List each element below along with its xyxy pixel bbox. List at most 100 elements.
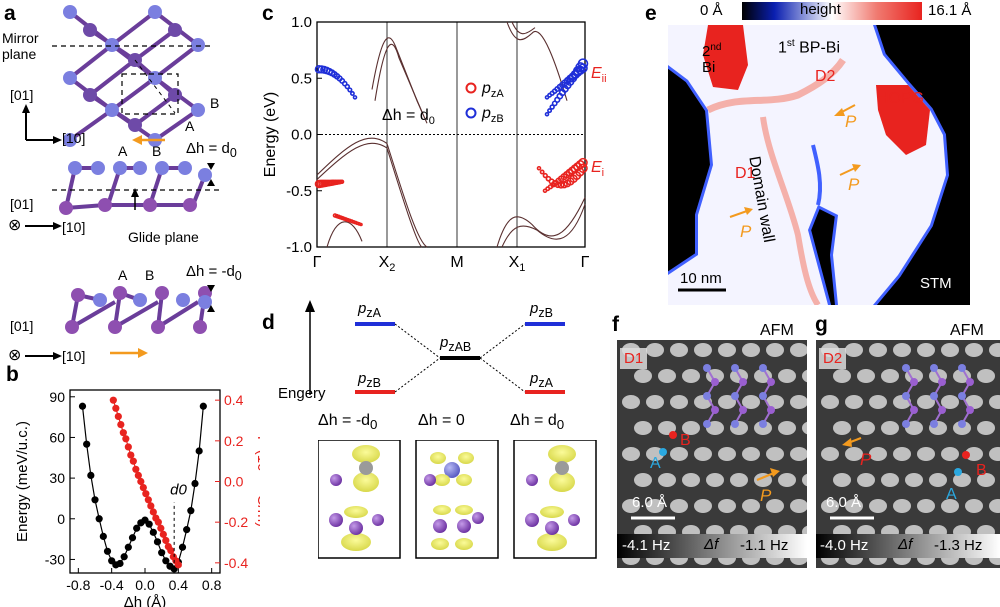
- y-tick-label: 30: [49, 470, 65, 486]
- dir-01-top: [01]: [10, 87, 34, 103]
- afm-spot: [881, 473, 899, 487]
- afm-spot: [766, 499, 784, 513]
- x-tick-label: X2: [379, 254, 396, 274]
- afm-spot: [821, 499, 839, 513]
- data-point: [117, 420, 125, 429]
- data-point: [112, 404, 120, 412]
- box1-text: Δh = -d: [318, 412, 371, 429]
- afm-spot: [833, 421, 851, 435]
- data-point: [83, 440, 91, 448]
- data-point: [137, 477, 145, 486]
- panel-a-label: a: [4, 2, 16, 25]
- atom-a-side1: A: [118, 143, 128, 159]
- band-line: [506, 21, 568, 101]
- pza-right-label: pzA: [530, 370, 553, 390]
- afm-spot: [646, 395, 664, 409]
- dir-10-top: [10]: [62, 130, 86, 146]
- atom-a-f: A: [650, 455, 661, 472]
- afm-spot: [742, 395, 760, 409]
- overlay-atom: [958, 420, 966, 428]
- band-line: [326, 221, 363, 248]
- y2-axis-label: P (10⁻¹⁰ C/m): [254, 436, 260, 527]
- afm-spot: [881, 421, 899, 435]
- mirror-text: Mirror: [2, 30, 39, 46]
- y2-tick-label: 0.0: [224, 474, 244, 490]
- afm-spot: [989, 447, 1000, 461]
- stm-image: [668, 25, 970, 305]
- data-point: [95, 515, 103, 523]
- afm-spot: [790, 343, 807, 357]
- afm-spot: [790, 447, 807, 461]
- data-point: [99, 532, 107, 540]
- pzab-sub: zAB: [448, 340, 472, 354]
- data-point: [147, 502, 155, 510]
- afm-spot: [917, 395, 935, 409]
- afm-spot: [670, 395, 688, 409]
- afm-spot: [941, 447, 959, 461]
- df-f: Δf: [704, 536, 719, 553]
- box1-sub: 0: [370, 417, 378, 433]
- afm-spot: [622, 395, 640, 409]
- legend-pzb-text: pzB: [481, 105, 504, 125]
- x-tick-sub: 1: [519, 262, 525, 274]
- data-point: [191, 479, 199, 488]
- y-tick-label: 0.0: [291, 127, 312, 144]
- data-point: [109, 396, 117, 404]
- y-tick-label: 90: [49, 389, 65, 405]
- afm-spot: [766, 395, 784, 409]
- data-point: [195, 447, 203, 455]
- height-max: 16.1 Å: [928, 2, 972, 19]
- side-view-negative: ⊗: [8, 285, 215, 364]
- eii-label: Eii: [591, 65, 607, 85]
- data-point: [159, 530, 167, 538]
- svg-text:⊗: ⊗: [8, 217, 21, 234]
- data-point: [162, 557, 170, 565]
- pzA-point: [542, 172, 548, 179]
- afm-spot: [893, 447, 911, 461]
- d0-annotation: d0: [170, 481, 187, 498]
- band-line: [496, 197, 586, 248]
- afm-spot: [694, 447, 712, 461]
- afm-spot: [869, 499, 887, 513]
- overlay-atom: [767, 378, 775, 386]
- pza-left-sub: zA: [366, 306, 381, 320]
- stm-polarization-arrows: [729, 104, 861, 218]
- band-dh-label: Δh = d0: [382, 107, 435, 127]
- afm-spot: [802, 369, 807, 383]
- afm-spot: [742, 447, 760, 461]
- dh-positive-label: Δh = d0: [186, 140, 237, 160]
- data-point: [124, 443, 132, 451]
- afm-spot: [857, 421, 875, 435]
- y2-tick-label: -0.4: [224, 555, 248, 571]
- ei-label-sub: i: [602, 167, 604, 179]
- afm-spot: [802, 421, 807, 435]
- afm-label-g: AFM: [950, 322, 984, 339]
- band-dh-label-sub: 0: [429, 115, 435, 127]
- afm-spot: [682, 421, 700, 435]
- afm-image-d2: [816, 340, 1000, 568]
- first-bp-num: 1: [778, 39, 787, 57]
- stm-label: STM: [920, 275, 952, 292]
- afm-spot: [977, 473, 995, 487]
- orbital-box-zero: [415, 440, 499, 559]
- data-point: [134, 471, 142, 479]
- mirror-plane-label: Mirror plane: [2, 30, 39, 62]
- afm-spot: [977, 369, 995, 383]
- afm-spot: [857, 369, 875, 383]
- d1-label: D1: [735, 165, 756, 182]
- orbital-boxes: [318, 440, 597, 559]
- afm-spot: [622, 499, 640, 513]
- atom-b-marker: [669, 431, 677, 439]
- svg-text:⊗: ⊗: [8, 347, 21, 364]
- data-point: [139, 484, 147, 492]
- pzA-point: [539, 169, 545, 175]
- p-label-e2: P: [848, 175, 860, 194]
- energy-arrow-icon: [305, 300, 315, 312]
- fmax-f: -1.1 Hz: [740, 537, 789, 554]
- afm-spot: [646, 343, 664, 357]
- pzB-point: [547, 108, 553, 114]
- panel-d-label: d: [262, 311, 275, 334]
- pzb-right-p: p: [530, 300, 539, 317]
- dir-10-side: [10]: [62, 219, 86, 235]
